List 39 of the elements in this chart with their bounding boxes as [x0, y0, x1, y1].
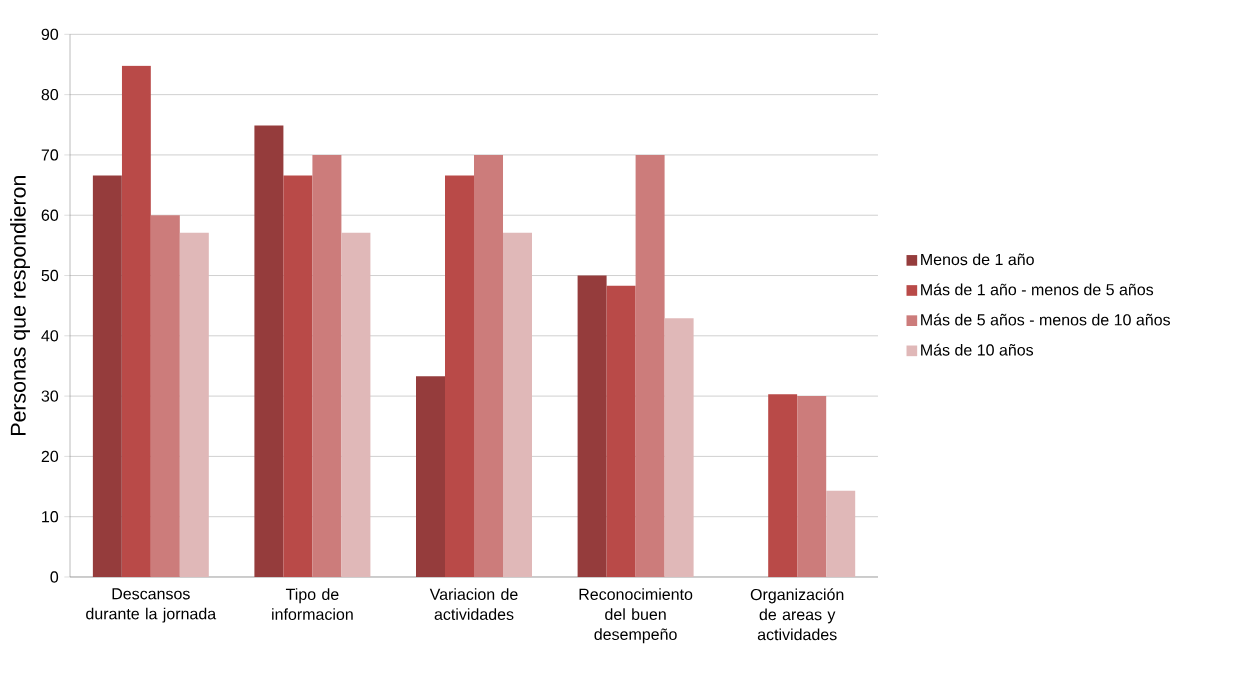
bar — [768, 394, 798, 577]
x-tick-label: Tipo de informacion — [272, 588, 353, 621]
y-tick-label: 50 — [41, 269, 59, 282]
bar — [283, 175, 313, 577]
y-tick-label: 30 — [41, 390, 59, 402]
legend-label: Más de 5 años - menos de 10 años — [921, 313, 1171, 326]
y-tick-label: 70 — [41, 149, 59, 161]
x-tick-label: Reconocimiento del buen desempeño — [579, 588, 693, 644]
bar — [254, 125, 284, 577]
bar — [664, 318, 694, 577]
y-tick-label: 60 — [41, 209, 59, 221]
bar — [577, 275, 607, 577]
bar — [445, 175, 474, 577]
legend-label: Más de 10 años — [921, 343, 1034, 356]
bar — [635, 154, 665, 577]
x-tick-label: Descansos durante la jornada — [86, 588, 217, 623]
y-tick-label: 90 — [41, 28, 59, 40]
bar — [416, 376, 445, 577]
bar — [92, 175, 122, 577]
x-tick-label: Variacion de actividades — [429, 588, 518, 621]
bar — [150, 215, 180, 577]
bar — [606, 285, 636, 577]
bar — [179, 232, 209, 577]
bar — [312, 154, 342, 577]
bar — [826, 490, 856, 577]
y-tick-label: 0 — [50, 571, 59, 583]
x-tick-label: Organización de areas y actividades — [750, 588, 844, 641]
bar — [341, 232, 371, 577]
bar — [797, 396, 827, 577]
legend-label: Menos de 1 año — [921, 253, 1034, 266]
y-axis-title: Personas que respondieron — [10, 176, 30, 435]
y-tick-label: 10 — [42, 511, 59, 523]
bar — [503, 232, 532, 577]
y-tick-label: 80 — [41, 88, 59, 101]
bar — [474, 154, 504, 577]
y-tick-label: 40 — [41, 330, 59, 342]
legend-label: Más de 1 año - menos de 5 años — [921, 283, 1154, 296]
y-tick-label: 20 — [41, 450, 59, 463]
bar — [121, 65, 151, 577]
